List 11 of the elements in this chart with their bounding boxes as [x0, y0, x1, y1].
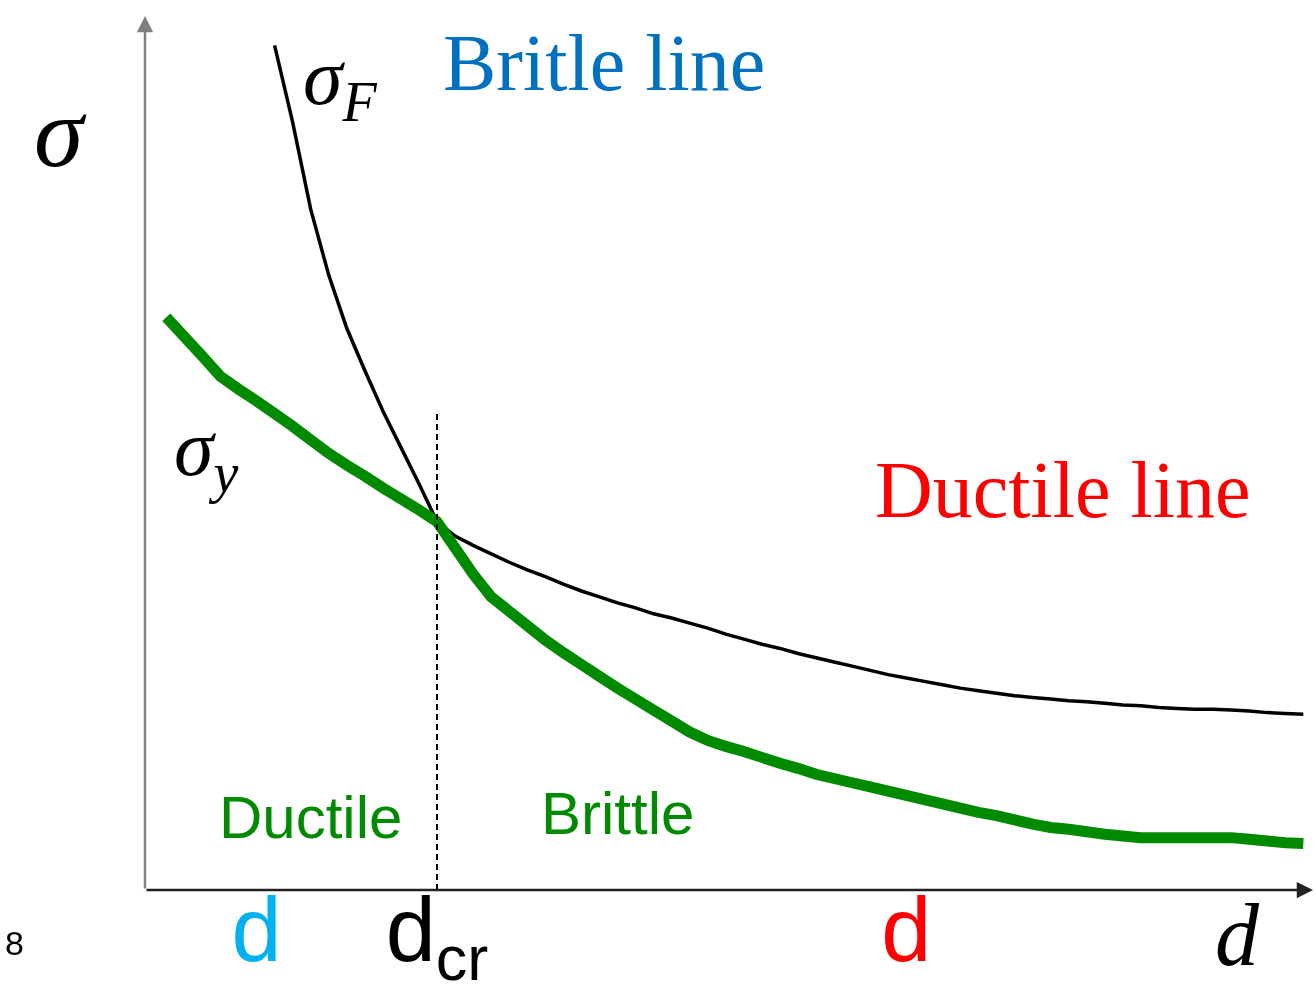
- annotation: Ductile line: [875, 446, 1251, 534]
- text: 8: [5, 924, 24, 962]
- x-tick-label: d: [231, 880, 282, 980]
- annotation: Britle line: [443, 19, 766, 107]
- annotation: Ductile: [219, 784, 403, 851]
- x-tick-label: d: [881, 880, 932, 980]
- series-label: σ$_{y}$: [174, 404, 239, 504]
- y-axis-title: σ: [34, 77, 87, 188]
- series-label: σ$_{F}$: [303, 33, 378, 133]
- annotation: Brittle: [541, 780, 695, 847]
- x-tick-label: d$_{cr}$: [385, 880, 489, 991]
